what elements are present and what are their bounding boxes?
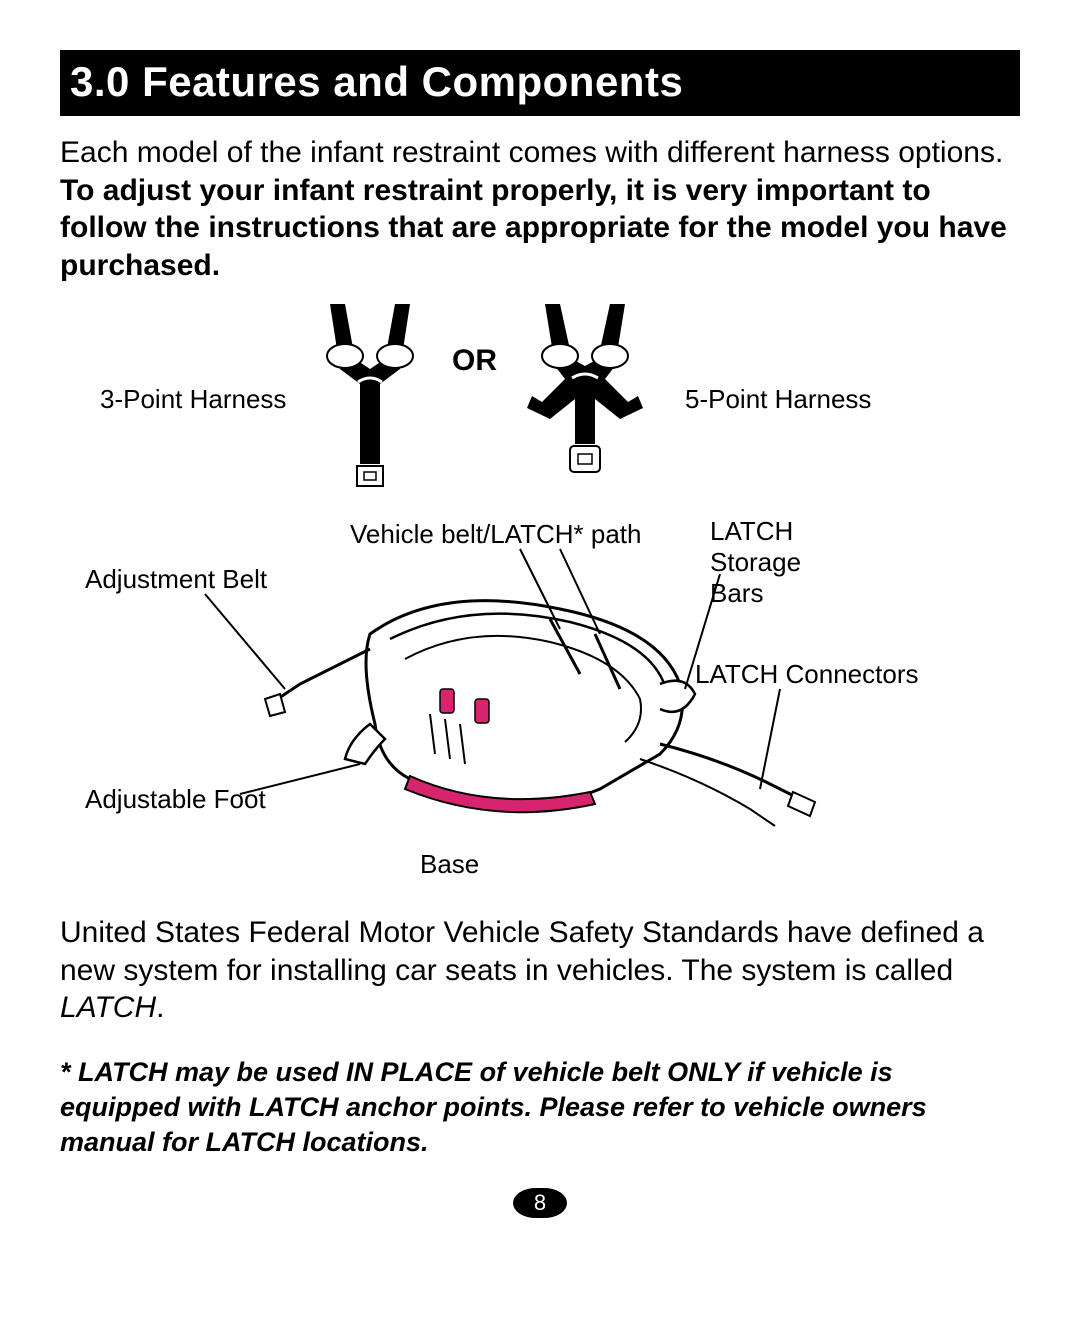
intro-paragraph: Each model of the infant restraint comes… bbox=[60, 134, 1020, 284]
page-number: 8 bbox=[513, 1188, 567, 1218]
section-title: Features and Components bbox=[142, 58, 683, 105]
base-label: Base bbox=[420, 849, 479, 880]
intro-text: Each model of the infant restraint comes… bbox=[60, 136, 1003, 169]
section-number: 3.0 bbox=[70, 58, 130, 105]
adjustment-belt-label: Adjustment Belt bbox=[85, 564, 267, 595]
intro-bold: To adjust your infant restraint properly… bbox=[60, 174, 1007, 282]
adjustable-foot-label: Adjustable Foot bbox=[85, 784, 266, 815]
lower-period: . bbox=[156, 991, 164, 1024]
lower-paragraph: United States Federal Motor Vehicle Safe… bbox=[60, 914, 1020, 1027]
page-number-wrap: 8 bbox=[60, 1188, 1020, 1218]
diagram-area: OR 3-Point Harness 5-Point Harness bbox=[60, 294, 1020, 894]
vehicle-belt-label: Vehicle belt/LATCH* path bbox=[350, 519, 641, 550]
latch-storage-text: LATCH Storage Bars bbox=[710, 516, 801, 608]
latch-italic: LATCH bbox=[60, 991, 156, 1024]
lower-text-1: United States Federal Motor Vehicle Safe… bbox=[60, 916, 984, 987]
footnote: * LATCH may be used IN PLACE of vehicle … bbox=[60, 1055, 1020, 1160]
latch-connectors-label: LATCH Connectors bbox=[695, 659, 919, 690]
section-header: 3.0 Features and Components bbox=[60, 50, 1020, 116]
latch-storage-label: LATCH Storage Bars bbox=[710, 516, 830, 610]
